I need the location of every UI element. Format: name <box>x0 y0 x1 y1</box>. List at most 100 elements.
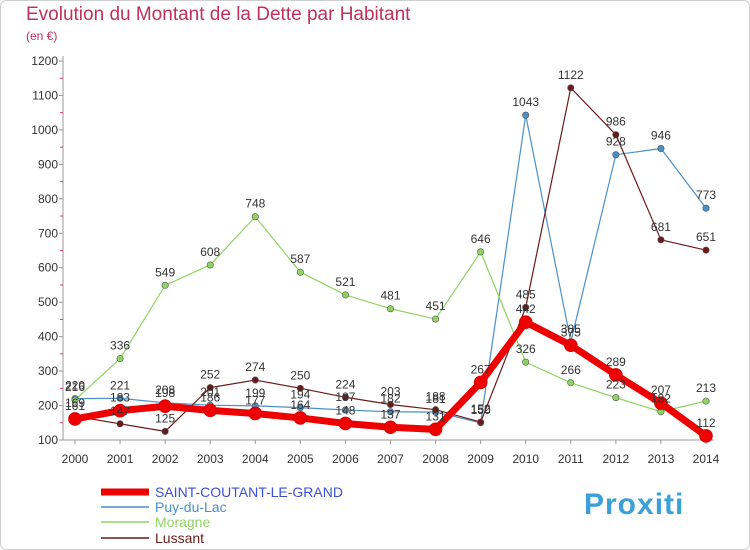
data-point <box>567 84 575 92</box>
data-point <box>386 305 394 313</box>
data-label: 125 <box>155 411 175 425</box>
data-point <box>654 396 668 410</box>
data-label: 201 <box>200 385 220 399</box>
data-point <box>432 406 440 414</box>
data-label: 267 <box>471 362 491 376</box>
data-label: 147 <box>110 404 130 418</box>
y-tick-label: 700 <box>38 226 58 240</box>
data-label: 274 <box>245 360 265 374</box>
data-point <box>522 303 530 311</box>
data-label: 224 <box>335 377 355 391</box>
data-point <box>612 131 620 139</box>
y-tick-label: 400 <box>38 330 58 344</box>
data-label: 986 <box>606 115 626 129</box>
data-point <box>386 401 394 409</box>
data-label: 451 <box>426 299 446 313</box>
data-label: 651 <box>696 230 716 244</box>
data-label: 375 <box>561 325 581 339</box>
chart-subtitle: (en €) <box>26 29 58 43</box>
data-point <box>702 246 710 254</box>
data-label: 646 <box>471 232 491 246</box>
data-label: 928 <box>606 135 626 149</box>
data-label: 186 <box>200 390 220 404</box>
x-tick-label: 2010 <box>512 452 539 466</box>
data-label: 252 <box>200 368 220 382</box>
data-point <box>522 358 530 366</box>
data-point <box>116 394 124 402</box>
data-label: 112 <box>696 416 715 430</box>
data-point <box>702 397 710 405</box>
x-tick-label: 2007 <box>377 452 404 466</box>
data-point <box>432 315 440 323</box>
x-tick-label: 2012 <box>603 452 630 466</box>
data-point <box>477 418 485 426</box>
data-point <box>296 268 304 276</box>
legend-label: Moragne <box>155 514 210 530</box>
data-label: 1122 <box>558 68 584 82</box>
data-point <box>657 145 665 153</box>
data-point <box>341 406 349 414</box>
data-point <box>702 204 710 212</box>
data-label: 182 <box>651 392 671 406</box>
x-tick-label: 2011 <box>558 452 584 466</box>
x-tick-label: 2008 <box>422 452 449 466</box>
data-point <box>251 213 259 221</box>
data-label: 177 <box>245 393 265 407</box>
proxiti-logo: Proxiti <box>584 488 684 522</box>
legend-label: SAINT-COUTANT-LE-GRAND <box>155 484 343 500</box>
data-label: 131 <box>426 409 446 423</box>
y-tick-label: 900 <box>38 157 58 171</box>
data-label: 521 <box>335 275 355 289</box>
data-point <box>567 379 575 387</box>
data-label: 164 <box>290 398 310 412</box>
data-point <box>518 315 533 329</box>
data-point <box>341 291 349 299</box>
data-point <box>341 393 349 401</box>
x-tick-label: 2004 <box>242 452 269 466</box>
data-point <box>609 368 623 382</box>
y-tick-label: 200 <box>38 399 58 413</box>
data-label: 442 <box>516 302 536 316</box>
data-label: 1043 <box>512 95 539 109</box>
x-tick-label: 2002 <box>152 452 179 466</box>
data-label: 213 <box>696 381 716 395</box>
data-point <box>563 338 578 353</box>
data-label: 208 <box>155 383 175 397</box>
data-label: 216 <box>65 380 85 394</box>
data-point <box>383 420 398 435</box>
data-label: 187 <box>335 390 355 404</box>
data-label: 152 <box>471 402 491 416</box>
data-label: 221 <box>110 378 130 392</box>
x-tick-label: 2006 <box>332 452 359 466</box>
data-label: 198 <box>155 386 175 400</box>
y-tick-label: 800 <box>38 192 58 206</box>
data-point <box>251 376 259 384</box>
data-label: 587 <box>290 252 310 266</box>
data-point <box>522 111 530 119</box>
data-label: 485 <box>516 287 536 301</box>
data-point <box>296 384 304 392</box>
data-point <box>657 236 665 244</box>
data-label: 773 <box>696 188 716 202</box>
data-point <box>338 416 353 431</box>
data-label: 336 <box>110 339 130 353</box>
data-label: 194 <box>290 388 310 402</box>
data-point <box>612 151 620 159</box>
data-label: 326 <box>516 342 536 356</box>
y-tick-label: 500 <box>38 295 58 309</box>
data-label: 161 <box>65 399 85 413</box>
data-label: 608 <box>200 245 220 259</box>
x-tick-label: 2001 <box>107 452 134 466</box>
x-tick-label: 2000 <box>62 452 89 466</box>
data-label: 223 <box>606 378 626 392</box>
data-point <box>473 375 488 390</box>
data-point <box>116 420 124 428</box>
data-label: 183 <box>110 391 130 405</box>
data-point <box>71 396 79 404</box>
logo-text: Proxiti <box>584 488 685 521</box>
data-label: 250 <box>290 368 310 382</box>
data-point <box>296 404 304 412</box>
data-point <box>428 422 443 437</box>
data-label: 181 <box>426 392 446 406</box>
data-point <box>161 281 169 289</box>
